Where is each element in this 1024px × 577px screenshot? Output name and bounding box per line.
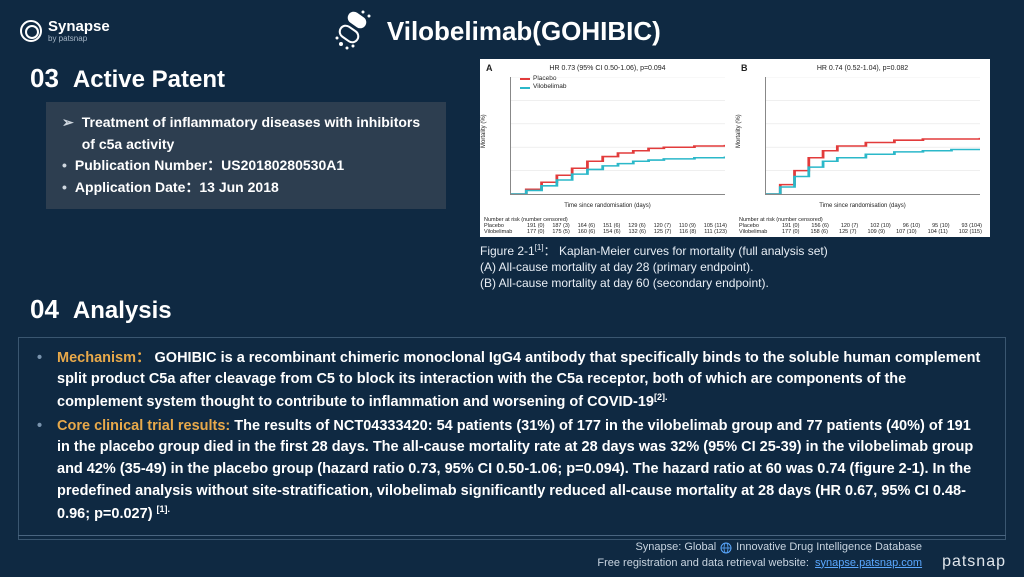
footer-link[interactable]: synapse.patsnap.com: [815, 557, 922, 569]
analysis-mechanism: Mechanism： GOHIBIC is a recombinant chim…: [57, 348, 987, 414]
bullet-dot-icon: •: [62, 155, 67, 177]
bullet-arrow-icon: ➢: [62, 112, 74, 155]
patent-box: ➢ Treatment of inflammatory diseases wit…: [46, 102, 446, 209]
km-panel-b: B HR 0.74 (0.52-1.04), p=0.082 Mortality…: [735, 59, 990, 237]
bullet-dot-icon: •: [37, 348, 47, 414]
figure-caption: Figure 2-1[1]： Kaplan-Meier curves for m…: [480, 237, 1006, 292]
bullet-dot-icon: •: [62, 177, 67, 199]
globe-icon: [720, 542, 732, 554]
section-num-patent: 03: [30, 63, 59, 94]
pill-icon: [333, 10, 375, 52]
km-curves-figure: A HR 0.73 (95% CI 0.50-1.06), p=0.094 Pl…: [480, 59, 990, 237]
bullet-dot-icon: •: [37, 416, 47, 526]
page-title: Vilobelimab(GOHIBIC): [387, 16, 661, 47]
patent-pub: Publication Number：US20180280530A1: [75, 155, 344, 177]
patsnap-brand: patsnap: [942, 553, 1006, 571]
logo-swirl-icon: [20, 20, 42, 42]
footer: Synapse: Global Innovative Drug Intellig…: [0, 531, 1024, 577]
risk-table-b: Number at risk (number censored)Placebo1…: [739, 217, 982, 235]
analysis-box: • Mechanism： GOHIBIC is a recombinant ch…: [18, 337, 1006, 541]
analysis-core: Core clinical trial results: The results…: [57, 416, 987, 526]
risk-table-a: Number at risk (number censored)Placebo1…: [484, 217, 727, 235]
km-panel-a: A HR 0.73 (95% CI 0.50-1.06), p=0.094 Pl…: [480, 59, 735, 237]
section-name-patent: Active Patent: [73, 66, 225, 94]
section-num-analysis: 04: [30, 294, 59, 325]
patent-app: Application Date：13 Jun 2018: [75, 177, 279, 199]
section-name-analysis: Analysis: [73, 297, 172, 325]
patent-claim: Treatment of inflammatory diseases with …: [82, 112, 430, 155]
